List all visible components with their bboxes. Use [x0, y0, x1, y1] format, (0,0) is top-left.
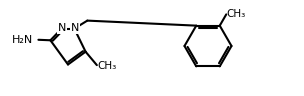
Text: CH₃: CH₃ [227, 9, 246, 19]
Text: CH₃: CH₃ [97, 61, 117, 71]
Text: N: N [57, 23, 66, 33]
Text: N: N [71, 23, 79, 33]
Text: H₂N: H₂N [12, 35, 33, 45]
